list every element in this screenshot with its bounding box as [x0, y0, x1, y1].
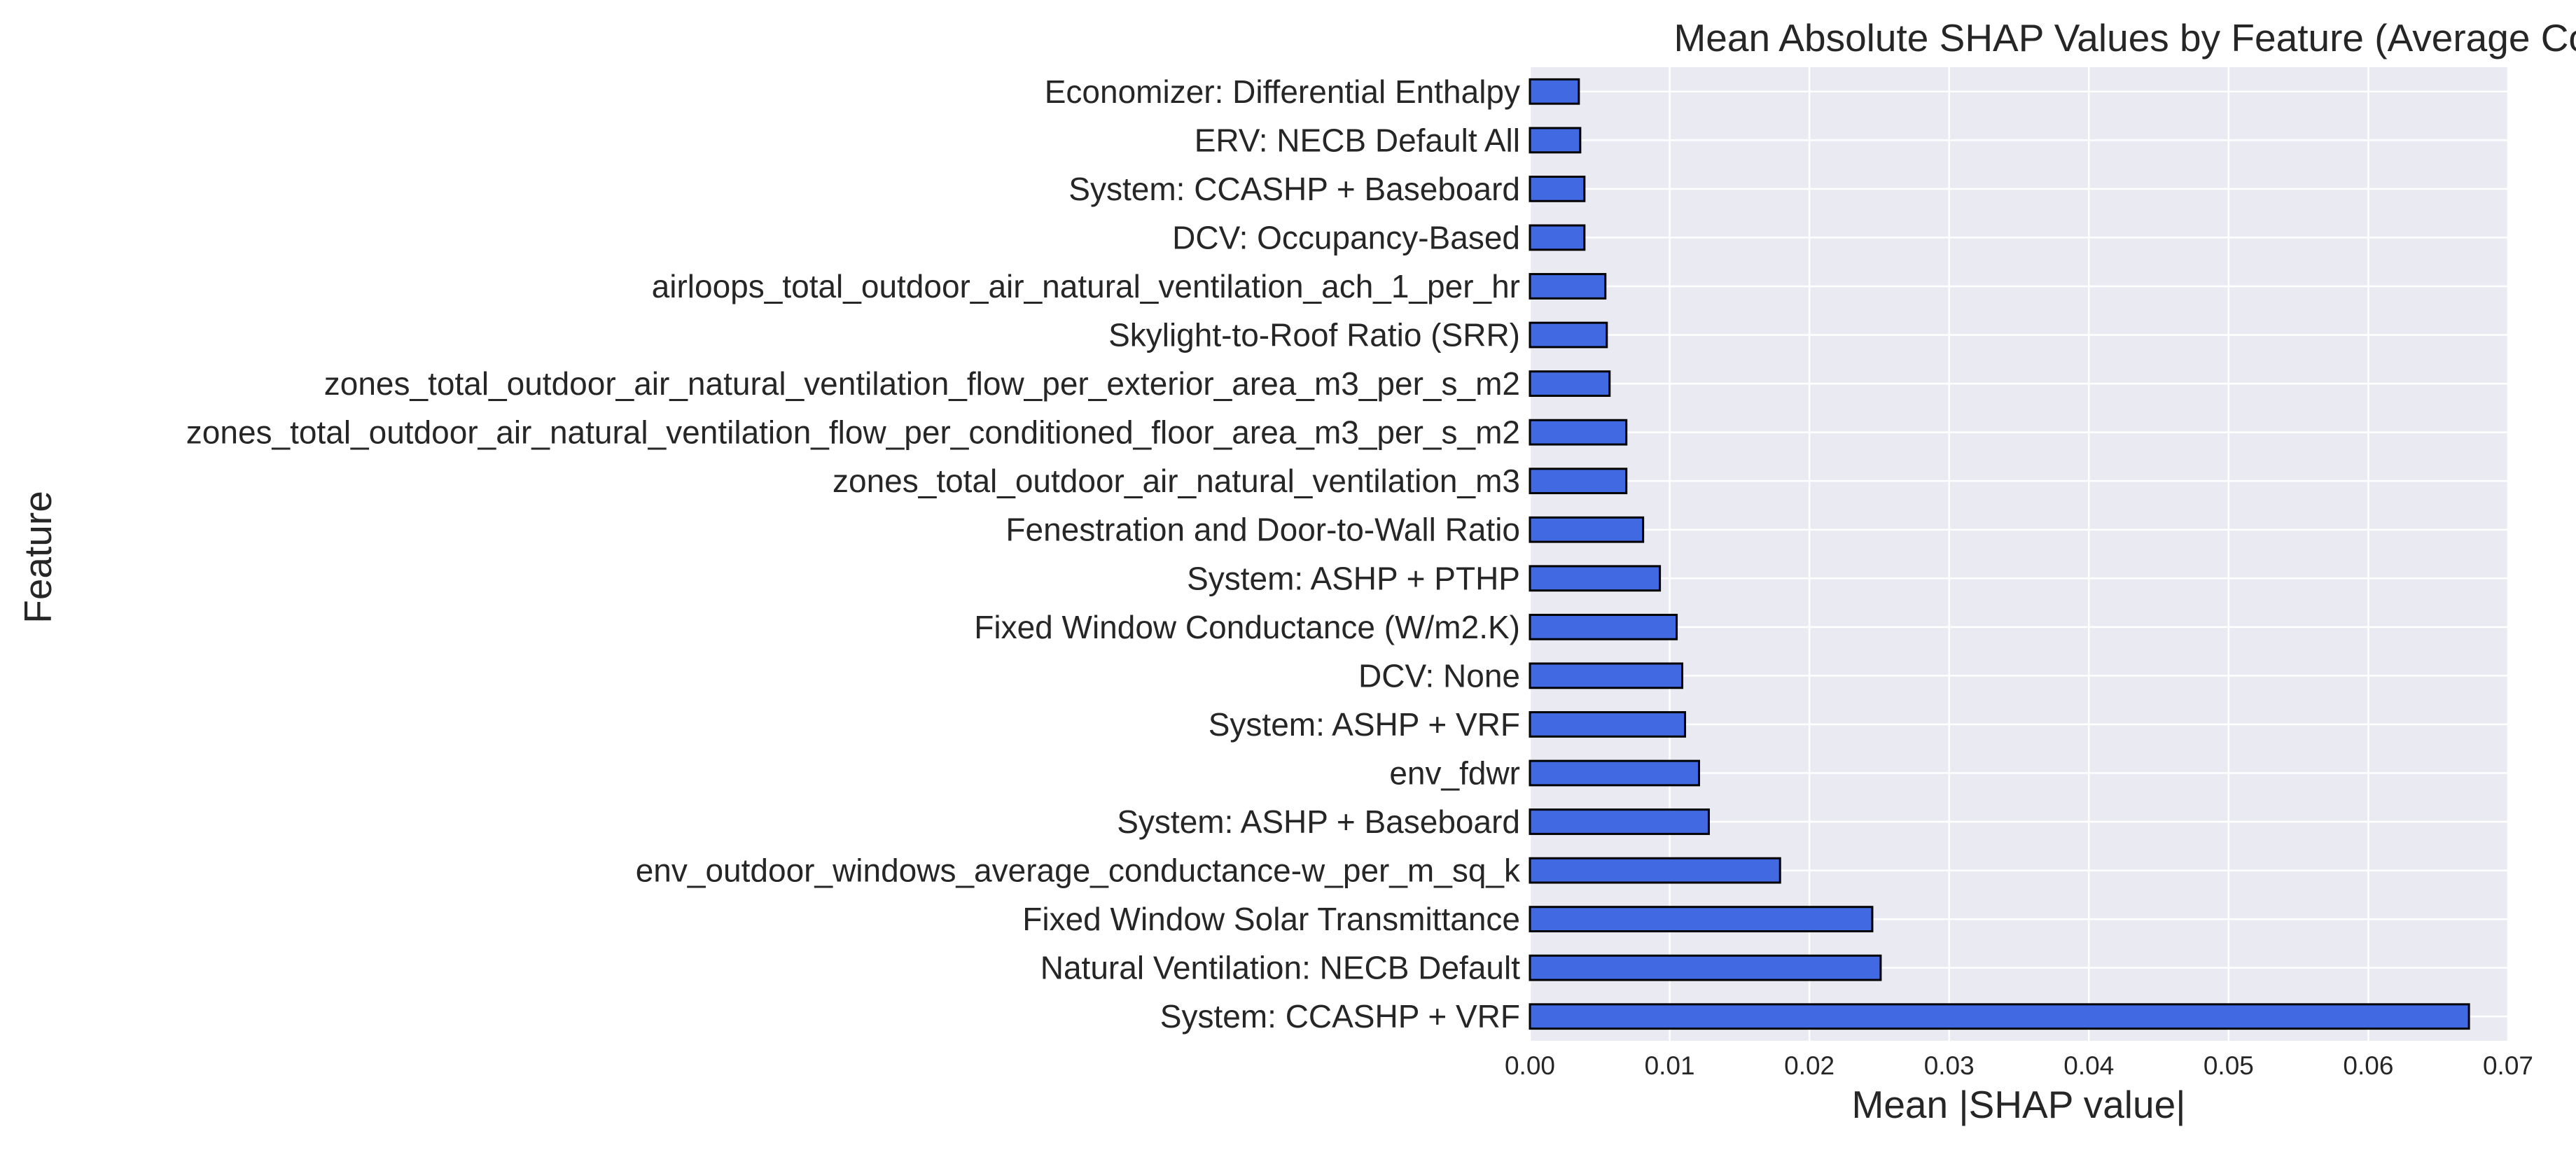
- bar: [1529, 613, 1678, 640]
- category-label: System: CCASHP + VRF: [1160, 998, 1520, 1035]
- bar: [1529, 1003, 2470, 1030]
- bar: [1529, 273, 1607, 300]
- category-label: Fenestration and Door-to-Wall Ratio: [1005, 512, 1520, 548]
- category-label: Natural Ventilation: NECB Default: [1040, 950, 1520, 986]
- category-label: Skylight-to-Roof Ratio (SRR): [1108, 317, 1520, 353]
- category-label: System: ASHP + PTHP: [1187, 560, 1520, 596]
- category-label: airloops_total_outdoor_air_natural_venti…: [652, 268, 1520, 304]
- bar: [1529, 711, 1687, 738]
- bar: [1529, 906, 1874, 933]
- category-label: Economizer: Differential Enthalpy: [1045, 73, 1520, 110]
- bar: [1529, 565, 1662, 592]
- category-label: zones_total_outdoor_air_natural_ventilat…: [833, 463, 1520, 499]
- bar-layer: [1529, 78, 2470, 1030]
- plot-background: [1530, 67, 2508, 1041]
- category-label: Fixed Window Solar Transmittance: [1022, 901, 1520, 937]
- x-tick-label: 0.04: [2063, 1051, 2114, 1080]
- chart-title: Mean Absolute SHAP Values by Feature (Av…: [1673, 16, 2576, 59]
- x-axis-label: Mean |SHAP value|: [1852, 1083, 2186, 1126]
- bar: [1529, 759, 1700, 787]
- bar: [1529, 370, 1611, 397]
- x-tick-label: 0.06: [2343, 1051, 2393, 1080]
- category-label: Fixed Window Conductance (W/m2.K): [974, 609, 1520, 645]
- bar: [1529, 468, 1628, 495]
- x-tick-labels: 0.00 0.01 0.02 0.03 0.04 0.05 0.06 0.07: [1505, 1051, 2533, 1080]
- bar: [1529, 127, 1582, 154]
- category-label: env_outdoor_windows_average_conductance-…: [636, 853, 1521, 889]
- category-label: ERV: NECB Default All: [1195, 122, 1520, 158]
- category-labels: Economizer: Differential Enthalpy ERV: NE…: [186, 73, 1521, 1035]
- bar: [1529, 516, 1645, 543]
- category-label: zones_total_outdoor_air_natural_ventilat…: [186, 414, 1520, 451]
- category-label: zones_total_outdoor_air_natural_ventilat…: [324, 365, 1520, 402]
- x-tick-label: 0.05: [2203, 1051, 2254, 1080]
- category-label: DCV: Occupancy-Based: [1172, 219, 1520, 255]
- bar: [1529, 662, 1684, 689]
- category-label: System: ASHP + Baseboard: [1117, 804, 1520, 840]
- category-label: DCV: None: [1358, 657, 1520, 694]
- bar: [1529, 175, 1586, 202]
- x-tick-label: 0.03: [1924, 1051, 1975, 1080]
- bar: [1529, 321, 1608, 349]
- category-label: System: CCASHP + Baseboard: [1068, 171, 1520, 207]
- category-label: System: ASHP + VRF: [1209, 706, 1520, 743]
- category-label: env_fdwr: [1389, 755, 1520, 791]
- x-tick-label: 0.00: [1505, 1051, 1555, 1080]
- bar: [1529, 954, 1882, 981]
- bar: [1529, 224, 1586, 251]
- x-tick-label: 0.02: [1784, 1051, 1834, 1080]
- y-axis-label: Feature: [16, 491, 60, 624]
- bar: [1529, 78, 1580, 105]
- x-tick-label: 0.01: [1645, 1051, 1695, 1080]
- bar: [1529, 857, 1781, 884]
- bar: [1529, 808, 1710, 835]
- bar: [1529, 419, 1628, 446]
- x-tick-label: 0.07: [2483, 1051, 2533, 1080]
